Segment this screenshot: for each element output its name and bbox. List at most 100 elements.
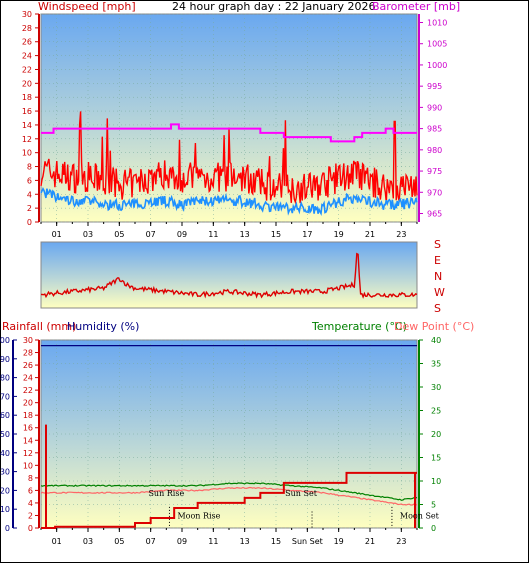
bottom-x-tick-label: 15 (271, 537, 281, 546)
bottom-x-tick-label: 09 (177, 537, 187, 546)
direction-label-e: E (434, 254, 441, 267)
humidity-tick-label: 40 (0, 449, 10, 458)
event-label: Sun Set (285, 489, 318, 498)
top-x-tick-label: 09 (177, 230, 187, 239)
top-x-tick-label: 17 (302, 230, 312, 239)
top-x-tick-label: 19 (334, 230, 344, 239)
windspeed-tick-label: 30 (22, 10, 32, 19)
windspeed-tick-label: 20 (22, 79, 32, 88)
rainfall-tick-label: 14 (23, 436, 33, 445)
temperature-series-line (40, 482, 418, 501)
rainfall-tick-label: 6 (28, 486, 33, 495)
temperature-tick-label: 35 (431, 360, 441, 369)
rainfall-tick-label: 8 (28, 474, 33, 483)
humidity-tick-label: 100 (0, 336, 10, 345)
barometer-tick-label: 965 (427, 210, 442, 219)
windspeed-tick-label: 6 (27, 176, 32, 185)
temperature-tick-label: 40 (431, 336, 441, 345)
windspeed-tick-label: 14 (22, 121, 32, 130)
bottom-chart-group: 0102030405060708090100024681012141618202… (0, 336, 441, 546)
rainfall-series-line (41, 471, 417, 529)
top-plot-area (40, 13, 418, 223)
event-label: Moon Set (400, 512, 440, 521)
top-x-tick-label: 01 (52, 230, 62, 239)
direction-label-w: W (434, 286, 445, 299)
humidity-tick-label: 10 (0, 505, 10, 514)
rainfall-tick-label: 10 (23, 461, 33, 470)
windspeed-tick-label: 8 (27, 163, 32, 172)
temperature-tick-label: 25 (431, 407, 441, 416)
windspeed-axis-label: Windspeed [mph] (38, 0, 136, 13)
rainfall-tick-label: 0 (28, 524, 33, 533)
bottom-x-tick-label: 03 (83, 537, 93, 546)
temperature-tick-label: 10 (431, 477, 441, 486)
top-x-tick-label: 13 (240, 230, 250, 239)
humidity-axis-label: Humidity (%) (67, 320, 139, 333)
bottom-x-tick-label: 11 (208, 537, 218, 546)
barometer-axis-label: Barometer [mb] (372, 0, 460, 13)
bottom-x-tick-label: 21 (365, 537, 375, 546)
temperature-tick-label: 15 (431, 454, 441, 463)
humidity-tick-label: 30 (0, 468, 10, 477)
rainfall-tick-label: 12 (23, 449, 33, 458)
humidity-tick-label: 0 (5, 524, 10, 533)
bottom-x-tick-label: 23 (396, 537, 406, 546)
bottom-x-tick-label: Sun Set (292, 537, 323, 546)
gust-series-line (40, 111, 418, 205)
top-x-tick-label: 15 (271, 230, 281, 239)
dewpoint-series-line (40, 486, 418, 506)
chart-title: 24 hour graph day : 22 January 2026 (172, 0, 376, 13)
rainfall-tick-label: 28 (23, 349, 33, 358)
bottom-x-tick-label: 19 (334, 537, 344, 546)
temperature-axis-label: Temperature (°C) (311, 320, 407, 333)
rainfall-tick-label: 20 (23, 399, 33, 408)
bottom-x-tick-label: 05 (114, 537, 124, 546)
direction-series-line (40, 252, 418, 299)
barometer-tick-label: 970 (427, 188, 442, 197)
humidity-tick-label: 70 (0, 392, 10, 401)
bottom-x-tick-label: 13 (240, 537, 250, 546)
direction-label-s-top: S (434, 238, 441, 251)
rainfall-axis-label: Rainfall (mm) (2, 320, 76, 333)
rainfall-tick-label: 24 (23, 374, 33, 383)
windspeed-tick-label: 2 (27, 204, 32, 213)
temperature-tick-label: 20 (431, 430, 441, 439)
rainfall-tick-label: 4 (28, 499, 33, 508)
windspeed-series-line (40, 187, 418, 216)
barometer-tick-label: 1000 (427, 61, 447, 70)
direction-label-s-bottom: S (434, 302, 441, 315)
top-x-tick-label: 07 (146, 230, 156, 239)
barometer-tick-label: 1010 (427, 18, 447, 27)
rainfall-tick-label: 22 (23, 386, 33, 395)
rainfall-tick-label: 30 (23, 336, 33, 345)
rainfall-tick-label: 2 (28, 511, 33, 520)
top-x-tick-label: 21 (365, 230, 375, 239)
top-x-tick-label: 05 (114, 230, 124, 239)
barometer-tick-label: 985 (427, 125, 442, 134)
barometer-series-line (41, 123, 417, 143)
top-x-tick-label: 11 (208, 230, 218, 239)
windspeed-tick-label: 24 (22, 52, 32, 61)
barometer-tick-label: 980 (427, 146, 442, 155)
barometer-tick-label: 1005 (427, 40, 447, 49)
temperature-tick-label: 0 (431, 524, 436, 533)
barometer-tick-label: 995 (427, 82, 442, 91)
temperature-tick-label: 30 (431, 383, 441, 392)
windspeed-tick-label: 10 (22, 149, 32, 158)
direction-label-n: N (434, 270, 442, 283)
humidity-tick-label: 60 (0, 411, 10, 420)
windspeed-tick-label: 16 (22, 107, 32, 116)
bottom-x-tick-label: 01 (52, 537, 62, 546)
windspeed-tick-label: 22 (22, 65, 32, 74)
rainfall-tick-label: 16 (23, 424, 33, 433)
windspeed-tick-label: 18 (22, 93, 32, 102)
humidity-tick-label: 20 (0, 486, 10, 495)
bottom-x-tick-label: 07 (146, 537, 156, 546)
temperature-tick-label: 5 (431, 501, 436, 510)
humidity-tick-label: 80 (0, 374, 10, 383)
windspeed-tick-label: 0 (27, 218, 32, 227)
event-label: Sun Rise (148, 489, 184, 498)
humidity-tick-label: 90 (0, 355, 10, 364)
windspeed-tick-label: 4 (27, 190, 32, 199)
